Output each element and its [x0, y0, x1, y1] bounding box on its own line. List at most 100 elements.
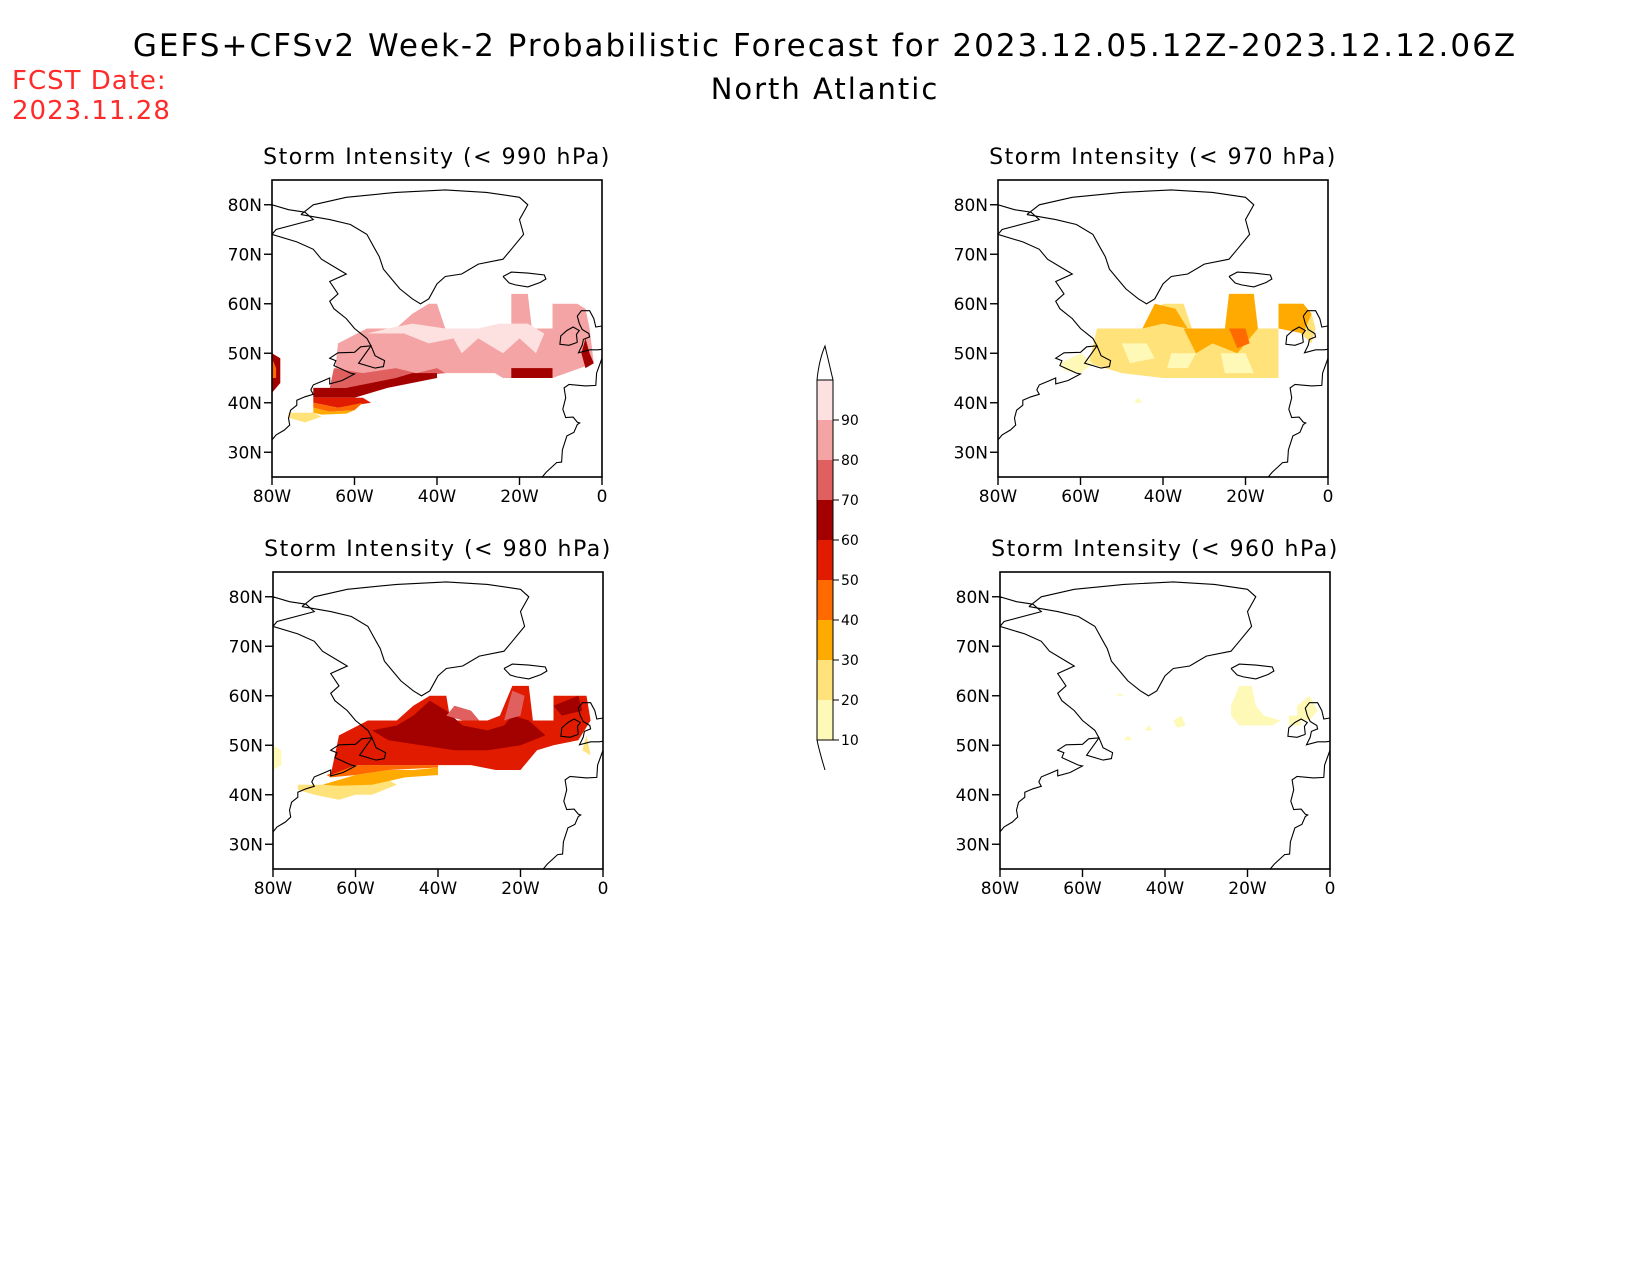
- lat-tick-label: 40N: [228, 394, 262, 414]
- probability-contour: [313, 407, 355, 415]
- map-panel-3: Storm Intensity (< 980 hPa) 80N 70N 60N 50N 4…: [229, 537, 612, 899]
- lon-tick-label: 20W: [500, 487, 539, 507]
- lat-tick-label: 80N: [228, 196, 262, 216]
- lat-tick-label: 70N: [228, 245, 262, 265]
- lon-tick-label: 20W: [501, 879, 540, 899]
- probability-contour: [511, 368, 553, 378]
- panel-title: Storm Intensity (< 970 hPa): [989, 145, 1337, 170]
- lat-tick-label: 80N: [229, 588, 263, 608]
- probability-contour: [272, 358, 277, 378]
- colorbar-segment: [817, 420, 833, 460]
- lon-tick-label: 20W: [1226, 487, 1265, 507]
- coastline: [503, 663, 548, 680]
- lon-tick-label: 60W: [1061, 487, 1100, 507]
- lat-tick-label: 50N: [956, 736, 990, 756]
- probability-contour: [1173, 715, 1186, 728]
- fcst-date-value: 2023.11.28: [12, 96, 171, 126]
- probability-contour: [1278, 303, 1312, 334]
- lon-tick-label: 80W: [254, 879, 293, 899]
- lon-tick-label: 0: [598, 879, 609, 899]
- lon-tick-label: 60W: [1063, 879, 1102, 899]
- lat-tick-label: 50N: [228, 344, 262, 364]
- probability-contour: [1231, 685, 1281, 726]
- probability-contour: [1297, 695, 1318, 721]
- lat-tick-label: 60N: [228, 295, 262, 315]
- lon-tick-label: 60W: [336, 879, 375, 899]
- figure-title: GEFS+CFSv2 Week-2 Probabilistic Forecast…: [132, 28, 1518, 64]
- lat-tick-label: 40N: [229, 786, 263, 806]
- probability-contour: [297, 779, 397, 800]
- probability-contour: [1288, 715, 1302, 726]
- coastline: [301, 581, 530, 697]
- lon-tick-label: 60W: [335, 487, 374, 507]
- coastline: [1228, 271, 1273, 288]
- probability-contour: [1134, 397, 1143, 403]
- lon-tick-label: 80W: [981, 879, 1020, 899]
- colorbar-tick-label: 70: [841, 493, 859, 509]
- lat-tick-label: 40N: [954, 394, 988, 414]
- colorbar-tick-label: 90: [841, 413, 859, 429]
- coastline: [300, 189, 529, 305]
- colorbar-tick-label: 80: [841, 453, 859, 469]
- lon-tick-label: 0: [597, 487, 608, 507]
- colorbar: 10 20 30 40 50 60 70 80 90: [816, 344, 859, 771]
- coastline: [502, 271, 547, 288]
- probability-contour: [322, 767, 438, 786]
- coastline: [1285, 326, 1307, 346]
- coastline: [273, 596, 387, 833]
- lon-tick-label: 40W: [419, 879, 458, 899]
- coastline: [272, 204, 386, 441]
- lon-tick-label: 20W: [1228, 879, 1267, 899]
- lat-tick-label: 40N: [956, 786, 990, 806]
- colorbar-segment: [817, 500, 833, 540]
- coastline: [998, 204, 1112, 441]
- coastline: [1267, 358, 1328, 477]
- probability-contour: [446, 705, 480, 721]
- map-panel-4: Storm Intensity (< 960 hPa) 80N 70N 60N 50N 4…: [956, 537, 1339, 899]
- probability-contour: [329, 368, 446, 388]
- probability-contour: [1123, 735, 1132, 741]
- lat-tick-label: 60N: [956, 687, 990, 707]
- probability-contour: [1059, 353, 1093, 374]
- lon-tick-label: 40W: [1144, 487, 1183, 507]
- coastline: [1302, 310, 1328, 354]
- lat-tick-label: 50N: [954, 344, 988, 364]
- lat-tick-label: 70N: [956, 637, 990, 657]
- lon-tick-label: 80W: [253, 487, 292, 507]
- colorbar-tick-label: 40: [841, 613, 859, 629]
- map-panel-2: Storm Intensity (< 970 hPa) 80N 70N 60N 50N 4…: [954, 145, 1337, 507]
- panel-title: Storm Intensity (< 980 hPa): [264, 537, 612, 562]
- lat-tick-label: 30N: [228, 443, 262, 463]
- figure-subtitle: North Atlantic: [710, 72, 940, 106]
- map-area: [272, 180, 602, 477]
- probability-contour: [1144, 725, 1153, 731]
- coastline: [1026, 189, 1255, 305]
- probability-contour: [288, 412, 322, 423]
- probability-contour: [313, 402, 363, 412]
- panel-title: Storm Intensity (< 960 hPa): [991, 537, 1339, 562]
- lat-tick-label: 30N: [954, 443, 988, 463]
- coastline: [1269, 750, 1330, 869]
- lat-tick-label: 30N: [229, 835, 263, 855]
- map-area: [273, 572, 603, 869]
- probability-contour: [273, 745, 282, 770]
- colorbar-tick-label: 30: [841, 653, 859, 669]
- probability-contour: [1121, 343, 1155, 364]
- colorbar-tick-label: 10: [841, 733, 859, 749]
- probability-contour: [504, 690, 525, 721]
- coastline: [560, 718, 582, 738]
- colorbar-segment: [817, 540, 833, 580]
- probability-contour: [313, 397, 371, 408]
- probability-contour: [366, 323, 545, 354]
- probability-contour: [372, 700, 546, 751]
- colorbar-segment: [817, 620, 833, 660]
- forecast-date-label: FCST Date: 2023.11.28: [12, 66, 171, 126]
- probability-contour: [582, 735, 591, 756]
- colorbar-segment: [817, 660, 833, 700]
- lat-tick-label: 80N: [956, 588, 990, 608]
- probability-contour: [272, 353, 281, 393]
- coastline: [541, 358, 602, 477]
- colorbar-tick-label: 60: [841, 533, 859, 549]
- lat-tick-label: 30N: [956, 835, 990, 855]
